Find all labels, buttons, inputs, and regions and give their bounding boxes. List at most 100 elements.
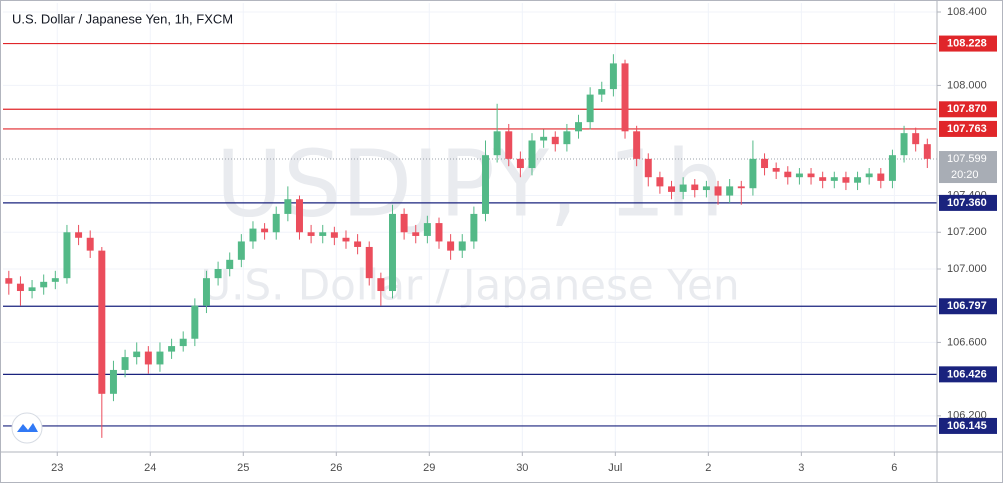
- chart-title: U.S. Dollar / Japanese Yen, 1h, FXCM: [12, 11, 233, 26]
- level-label-box: [939, 417, 997, 434]
- candle-body: [156, 351, 164, 365]
- level-label: 106.145: [947, 420, 987, 432]
- x-tick-label: Jul: [608, 462, 622, 474]
- candle-body: [272, 213, 280, 233]
- candle-body: [28, 287, 36, 292]
- candle-body: [877, 173, 885, 181]
- candle-body: [121, 357, 129, 370]
- candle-body: [179, 338, 187, 347]
- candle-body: [191, 305, 199, 339]
- candle-body: [377, 278, 385, 292]
- grid-layer: [3, 3, 937, 452]
- candle-body: [307, 232, 315, 236]
- candle-body: [761, 158, 769, 169]
- candle-body: [540, 136, 548, 141]
- candle-body: [133, 351, 141, 358]
- level-label: 107.870: [947, 103, 987, 115]
- candle-body: [226, 259, 234, 269]
- level-label-box: [939, 101, 997, 118]
- candle-body: [109, 369, 117, 394]
- candle-body: [621, 63, 629, 132]
- candle-body: [342, 237, 350, 242]
- candle-body: [854, 177, 862, 183]
- level-label: 106.797: [947, 300, 987, 312]
- level-label: 108.228: [947, 37, 987, 49]
- candle-body: [354, 241, 362, 247]
- candle-body: [330, 232, 338, 238]
- y-tick-label: 107.200: [947, 226, 987, 238]
- candle-body: [598, 89, 606, 95]
- level-label-box: [939, 35, 997, 52]
- candle-body: [784, 171, 792, 178]
- candle-body: [284, 199, 292, 214]
- candle-body: [482, 155, 489, 214]
- level-label-box: [939, 194, 997, 211]
- candle-body: [458, 241, 466, 251]
- last-price-box: [939, 151, 997, 184]
- candle-body: [435, 223, 443, 242]
- candle-body: [423, 223, 431, 236]
- logo[interactable]: [11, 412, 43, 444]
- candle-body: [865, 173, 873, 178]
- candle-body: [295, 199, 303, 233]
- candle-body: [365, 246, 373, 279]
- candle-body: [261, 228, 269, 233]
- candle-body: [575, 122, 583, 132]
- candle-body: [98, 250, 106, 394]
- candle-body: [447, 241, 455, 251]
- candle-body: [516, 158, 524, 169]
- candle-body: [702, 186, 710, 191]
- candle-body: [5, 278, 13, 284]
- candle-body: [202, 278, 210, 306]
- candle-body: [400, 213, 408, 233]
- candle-body: [644, 158, 652, 178]
- candle-body: [830, 177, 838, 181]
- candle-body: [144, 351, 152, 365]
- candle-body: [63, 232, 71, 279]
- candle-body: [691, 184, 699, 191]
- candle-body: [493, 131, 501, 156]
- candle-body: [737, 186, 745, 189]
- candle-body: [168, 346, 176, 352]
- last-price-label: 107.599: [947, 153, 987, 165]
- level-label-box: [939, 366, 997, 383]
- logo-circle[interactable]: [11, 412, 43, 444]
- candle-body: [528, 140, 536, 169]
- x-tick-label: 3: [798, 462, 804, 474]
- candle-body: [16, 283, 24, 292]
- candle-body: [40, 281, 48, 288]
- candle-body: [249, 228, 257, 242]
- x-tick-label: 29: [423, 462, 435, 474]
- candle-body: [842, 177, 850, 183]
- level-label-box: [939, 120, 997, 137]
- candle-body: [389, 213, 396, 292]
- x-tick-label: 25: [237, 462, 249, 474]
- candle-body: [888, 155, 896, 181]
- y-tick-label: 108.400: [947, 6, 987, 18]
- candle-body: [586, 94, 594, 123]
- candle-body: [819, 177, 827, 181]
- y-tick-label: 108.000: [947, 79, 987, 91]
- candle-body: [319, 232, 327, 236]
- candle-body: [86, 237, 94, 251]
- y-tick-label: 107.000: [947, 263, 987, 275]
- level-label: 107.763: [947, 123, 987, 135]
- candle-body: [772, 168, 780, 172]
- logo-icon[interactable]: [17, 423, 38, 432]
- x-tick-label: 2: [705, 462, 711, 474]
- candle-body: [551, 136, 559, 145]
- candle-body: [900, 133, 908, 156]
- candle-body: [714, 186, 722, 196]
- labels-layer: 106.200106.600107.000107.200107.400108.0…: [51, 6, 997, 474]
- candle-body: [668, 186, 676, 192]
- candle-body: [412, 232, 420, 236]
- level-label-box: [939, 298, 997, 315]
- candle-body: [679, 184, 687, 192]
- x-tick-label: 30: [516, 462, 528, 474]
- x-tick-label: 24: [144, 462, 156, 474]
- candle-body: [807, 173, 815, 178]
- candle-body: [563, 131, 571, 145]
